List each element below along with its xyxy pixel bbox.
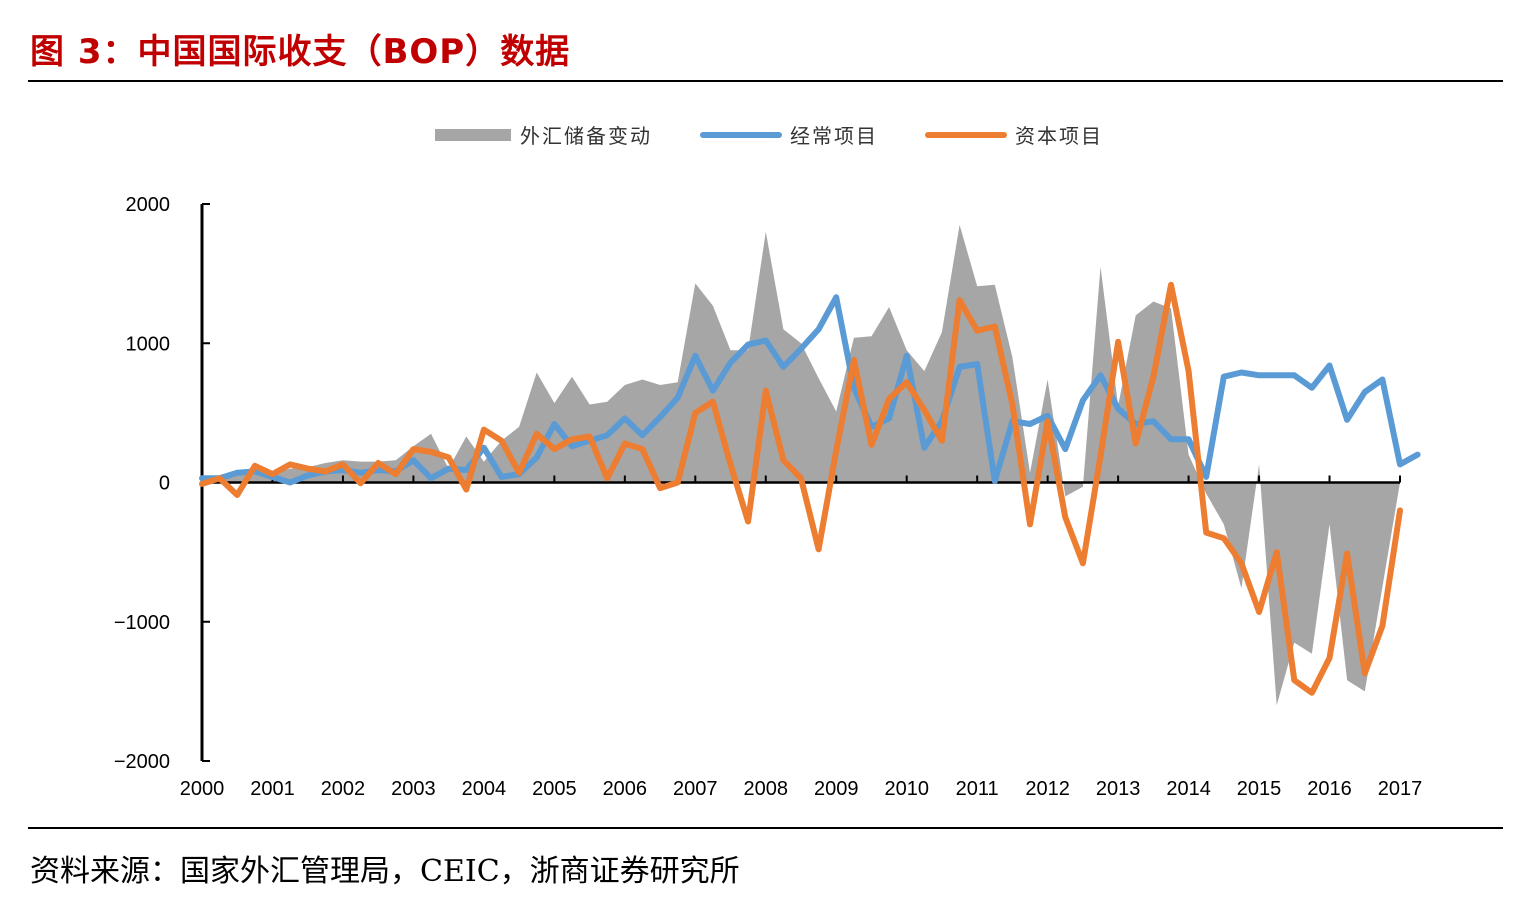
x-tick-label: 2010	[884, 778, 929, 800]
reserves-area	[202, 224, 1400, 706]
y-tick-label: 1000	[126, 333, 171, 355]
bottom-rule	[28, 827, 1503, 829]
y-tick-label: 2000	[126, 194, 171, 216]
current-account-line	[199, 294, 1421, 486]
top-rule	[28, 80, 1503, 82]
x-tick-label: 2011	[956, 778, 999, 800]
x-tick-label: 2014	[1166, 778, 1211, 800]
axes: 2000 1000 0 −1000 −2000 2000 2001 2002 2003 2004 2…	[114, 194, 1422, 800]
source-note: 资料来源：国家外汇管理局，CEIC，浙商证券研究所	[30, 854, 740, 889]
x-tick-label: 2013	[1096, 778, 1141, 800]
x-tick-label: 2012	[1025, 778, 1070, 800]
legend-current-label: 经常项目	[790, 124, 878, 148]
area-layer	[202, 224, 1400, 706]
capital-account-line	[199, 281, 1403, 696]
x-tick-label: 2005	[532, 778, 577, 800]
x-tick-label: 2003	[391, 778, 436, 800]
x-tick-label: 2015	[1237, 778, 1282, 800]
x-tick-label: 2007	[673, 778, 718, 800]
x-tick-label: 2000	[180, 778, 225, 800]
x-tick-label: 2001	[250, 778, 295, 800]
x-tick-label: 2002	[321, 778, 366, 800]
y-tick-label: −2000	[114, 751, 170, 773]
x-tick-label: 2008	[744, 778, 789, 800]
legend: 外汇储备变动 经常项目 资本项目	[435, 124, 1103, 148]
legend-reserves-swatch	[435, 129, 511, 141]
y-tick-label: 0	[159, 473, 170, 495]
y-tick-label: −1000	[114, 612, 170, 634]
lines-layer	[199, 281, 1421, 696]
x-tick-label: 2004	[462, 778, 507, 800]
figure-title: 图 3：中国国际收支（BOP）数据	[30, 32, 571, 72]
x-tick-label: 2017	[1378, 778, 1423, 800]
legend-reserves-label: 外汇储备变动	[520, 124, 652, 148]
x-tick-label: 2009	[814, 778, 859, 800]
x-tick-label: 2016	[1307, 778, 1352, 800]
x-tick-label: 2006	[603, 778, 648, 800]
legend-capital-label: 资本项目	[1015, 124, 1103, 148]
